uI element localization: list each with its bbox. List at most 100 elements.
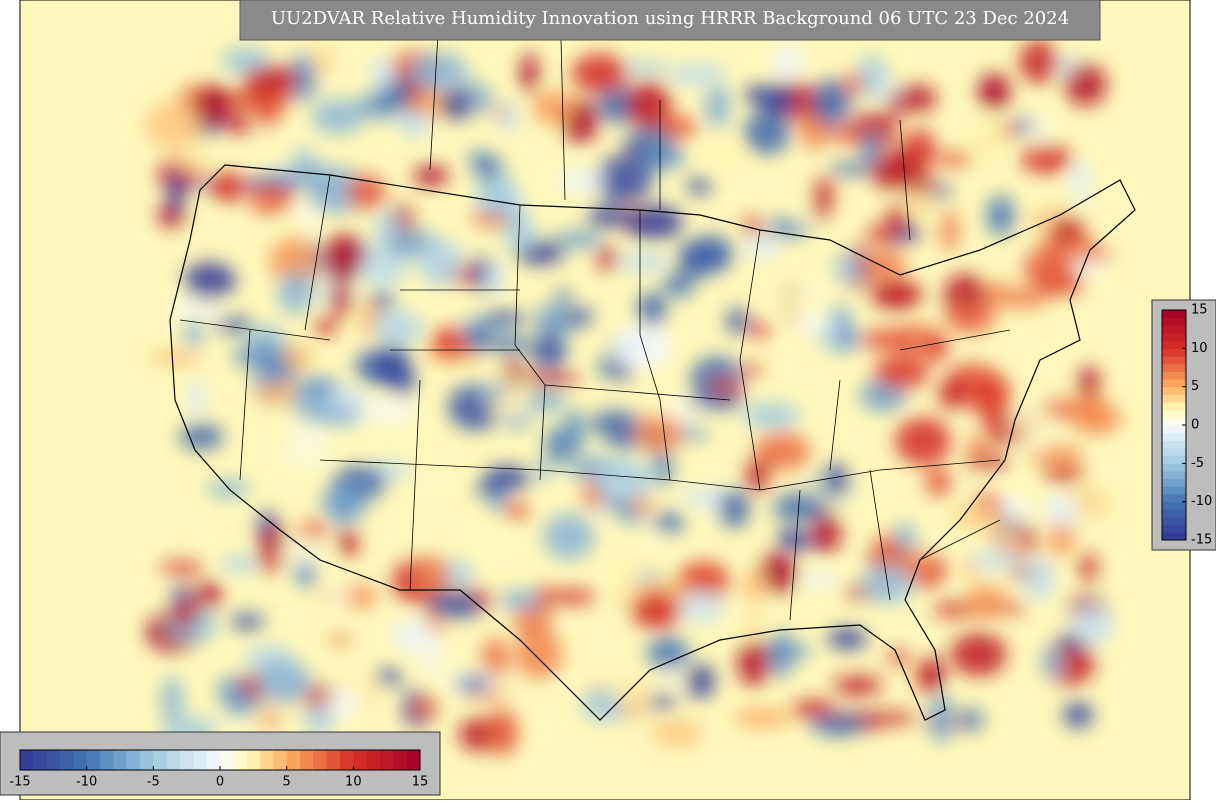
colorbar-tick-label: 10 [345,775,362,790]
field-blob [741,363,761,377]
field-blob [634,414,683,453]
colorbar-tick-label: 10 [1191,341,1208,356]
field-blob [677,561,730,602]
colorbar-cell [1162,363,1186,372]
field-blob [939,379,963,410]
field-blob [416,556,450,593]
field-blob [425,474,454,489]
colorbar-cell [353,750,368,770]
field-blob [686,177,712,195]
field-blob [749,321,770,338]
field-blob [325,687,361,718]
field-blob [269,237,320,285]
field-blob [623,205,683,240]
colorbar-cell [206,750,221,770]
field-blob [870,279,922,310]
field-blob [705,85,730,128]
field-blob [170,587,191,605]
colorbar-cell [60,750,74,770]
colorbar-tick-label: 15 [412,775,429,790]
field-blob [870,249,906,281]
field-blob [554,231,603,248]
colorbar-cell [1162,348,1186,357]
field-blob [745,607,764,642]
field-blob [278,440,334,470]
field-blob [484,260,504,297]
field-blob [413,165,449,187]
field-blob [328,633,352,647]
field-blob [489,335,531,353]
field-blob [536,586,555,609]
colorbar-tick-label: -5 [1191,456,1204,471]
colorbar-cell [1162,448,1186,457]
field-blob [897,175,938,191]
title: UU2DVAR Relative Humidity Innovation usi… [271,8,1069,29]
field-blob [426,592,483,619]
colorbar-cell [366,750,381,770]
field-blob [188,377,206,419]
colorbar-cell [1162,409,1186,418]
field-blob [221,47,269,74]
field-blob [369,56,396,90]
field-blob [969,116,1005,164]
field-blob [654,667,690,685]
colorbar-cell [46,750,61,770]
colorbar-cell [1162,379,1186,388]
field-blob [315,317,337,336]
colorbar-cell [220,750,234,770]
field-blob [743,111,791,155]
country-outline [169,164,1136,721]
field-blob [1070,602,1114,645]
field-blob [687,392,744,410]
field-blob [389,112,432,125]
field-blob [476,171,515,216]
colorbar-cell [1162,509,1186,518]
field-blob [865,224,899,245]
field-blob [924,332,948,362]
field-blob [654,511,684,535]
colorbar-cell [1162,402,1186,411]
field-blob [589,410,642,438]
field-blob [371,310,423,345]
field-blob [571,53,628,93]
field-blob [300,406,361,424]
colorbar-cell [380,750,394,770]
boundaries [169,0,1136,721]
field-blob [928,694,955,743]
field-blob [843,73,865,96]
field-blob [630,592,683,629]
field-blob [772,45,805,79]
field-blob [756,83,796,116]
colorbar-cell [233,750,248,770]
field-blob [214,316,253,333]
field-blob [593,458,653,502]
field-blob [587,206,632,227]
field-blob [373,345,412,392]
field-blob [281,345,313,370]
colorbar-cell [166,750,181,770]
field-blob [813,332,838,346]
field-blob [772,291,825,319]
field-blob [811,509,842,554]
field-blob [645,693,677,709]
colorbar-cell [286,750,301,770]
field-blob [313,47,333,74]
field-blob [614,679,652,713]
colorbar-cell [406,750,421,770]
field-blob [179,423,223,450]
field-blob [194,84,232,125]
field-blob [726,308,749,335]
field-blob [255,382,299,404]
field-blob [948,505,1006,531]
field-blob [545,588,597,605]
field-blob [1079,552,1098,583]
field-blob [1013,117,1036,134]
field-blob [743,402,800,429]
field-blob [627,497,656,512]
field-blob [793,317,837,331]
field-blob [522,372,580,387]
field-blob [277,272,313,314]
colorbar-cell [100,750,114,770]
field-blob [833,253,863,284]
